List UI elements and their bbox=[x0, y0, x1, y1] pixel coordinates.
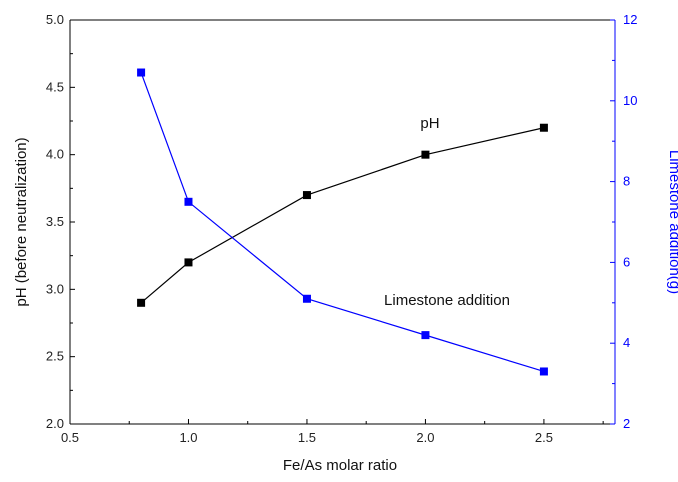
data-point-ph bbox=[184, 258, 193, 267]
y2-tick-label: 8 bbox=[623, 174, 630, 189]
y2-tick-label: 4 bbox=[623, 335, 630, 350]
y-tick-label: 4.5 bbox=[46, 79, 64, 94]
data-point-limestone-addition bbox=[137, 68, 146, 77]
y2-tick-label: 10 bbox=[623, 93, 637, 108]
y2-tick-label: 2 bbox=[623, 416, 630, 431]
annotation-ph: pH bbox=[420, 115, 439, 132]
y2-tick-label: 6 bbox=[623, 254, 630, 269]
x-tick-label: 0.5 bbox=[61, 430, 79, 445]
data-point-ph bbox=[421, 150, 430, 159]
x-tick-label: 2.0 bbox=[416, 430, 434, 445]
data-point-limestone-addition bbox=[539, 367, 548, 376]
data-point-ph bbox=[302, 191, 311, 200]
series-line-limestone-addition bbox=[140, 72, 545, 373]
y2-tick-label: 12 bbox=[623, 12, 637, 27]
axes-layer: 0.5 1.0 1.5 2.0 2.5 2.0 2.5 3.0 3.5 4.0 4.5 5.0 2 4 6 8… bbox=[46, 12, 638, 445]
data-point-limestone-addition bbox=[421, 331, 430, 340]
series-line-ph bbox=[140, 127, 545, 304]
data-point-ph bbox=[539, 123, 548, 132]
series-layer bbox=[137, 68, 548, 376]
annotation-limestone-addition: Limestone addition bbox=[384, 292, 510, 309]
x-tick-label: 1.0 bbox=[179, 430, 197, 445]
y-tick-label: 4.0 bbox=[46, 147, 64, 162]
y-tick-label: 5.0 bbox=[46, 12, 64, 27]
y-tick-label: 2.5 bbox=[46, 349, 64, 364]
y2-axis-title: Limestone addition(g) bbox=[666, 150, 678, 294]
x-tick-label: 1.5 bbox=[298, 430, 316, 445]
x-tick-label: 2.5 bbox=[535, 430, 553, 445]
data-point-limestone-addition bbox=[184, 197, 193, 206]
y-axis-title: pH (before neutralization) bbox=[13, 137, 30, 306]
y-tick-label: 2.0 bbox=[46, 416, 64, 431]
data-point-limestone-addition bbox=[302, 294, 311, 303]
labels-layer: Fe/As molar ratio pH (before neutralizat… bbox=[13, 115, 678, 474]
x-axis-title: Fe/As molar ratio bbox=[283, 457, 397, 474]
y-tick-label: 3.0 bbox=[46, 281, 64, 296]
data-point-ph bbox=[137, 298, 146, 307]
y-tick-label: 3.5 bbox=[46, 214, 64, 229]
